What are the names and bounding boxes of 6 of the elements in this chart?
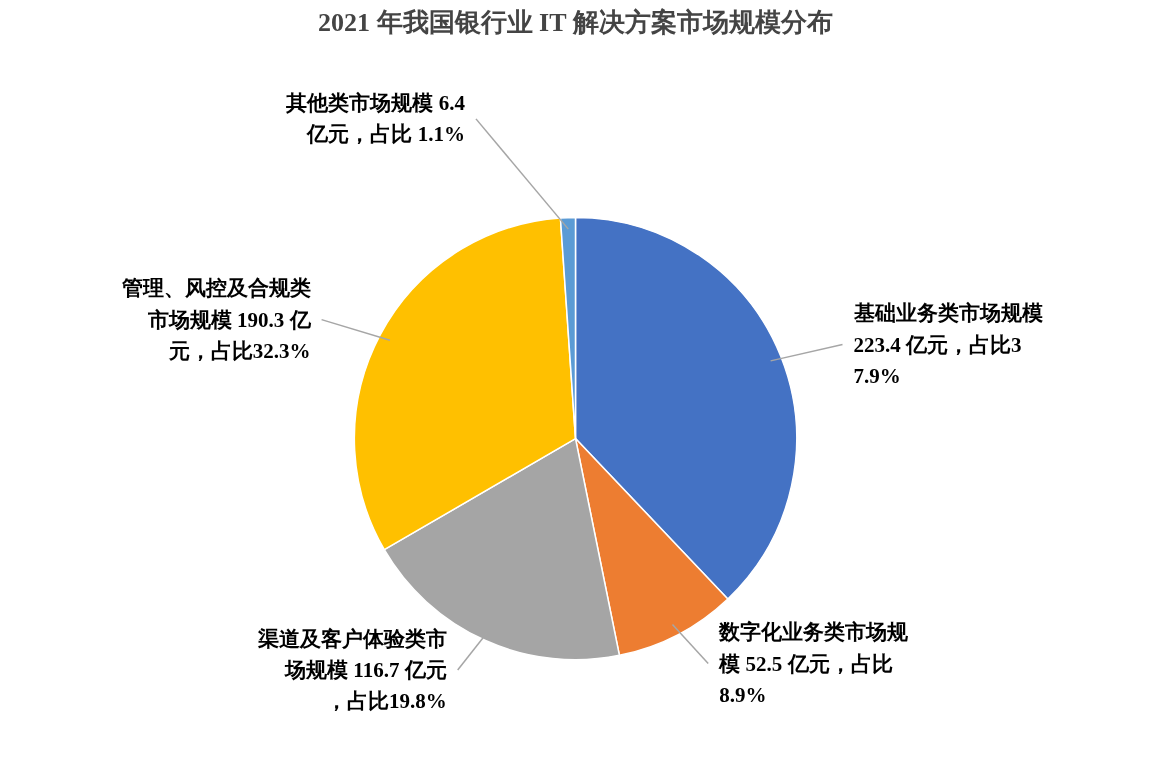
chart-title: 2021 年我国银行业 IT 解决方案市场规模分布	[318, 7, 833, 37]
slice-label: 数字化业务类市场规模 52.5 亿元，占比8.9%	[718, 620, 909, 707]
slice-label: 管理、风控及合规类市场规模 190.3 亿元，占比32.3%	[120, 276, 312, 363]
slice-label: 渠道及客户体验类市场规模 116.7 亿元，占比19.8%	[256, 626, 447, 714]
slice-label: 基础业务类市场规模 223.4 亿元，占比37.9%	[852, 301, 1043, 388]
slice-label: 其他类市场规模 6.4 亿元，占比 1.1%	[285, 91, 466, 147]
